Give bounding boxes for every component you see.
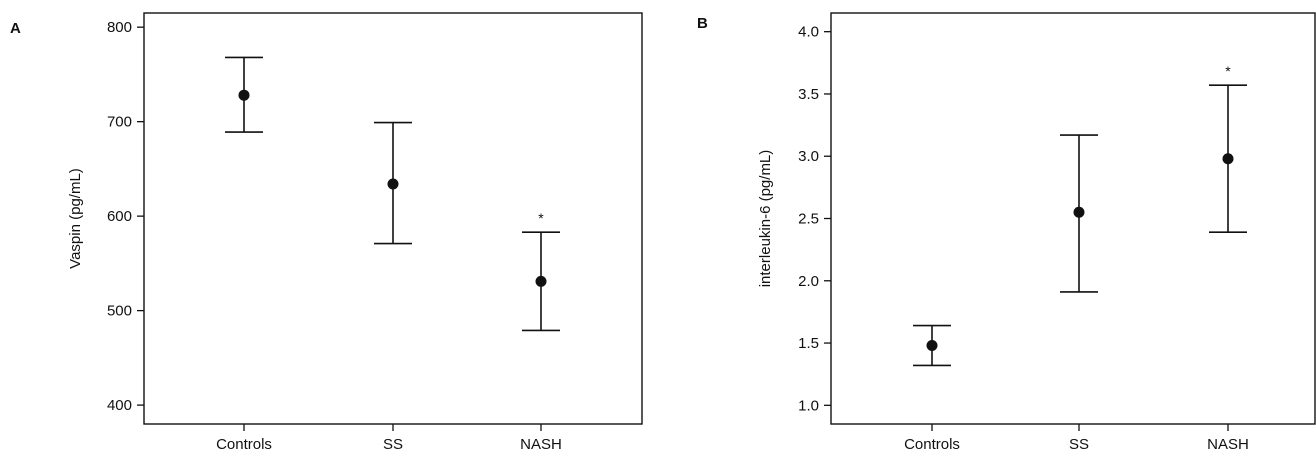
y-tick-label: 2.5	[798, 211, 819, 228]
data-point	[238, 89, 250, 101]
y-tick-label: 1.0	[798, 397, 819, 414]
x-tick-label: Controls	[216, 436, 272, 453]
data-point	[1073, 206, 1085, 218]
data-point	[926, 340, 938, 352]
panel-label: B	[697, 15, 708, 32]
y-tick-label: 400	[107, 397, 132, 414]
significance-marker: *	[1225, 63, 1231, 79]
x-tick-label: SS	[383, 436, 403, 453]
y-tick-label: 800	[107, 19, 132, 36]
significance-marker: *	[538, 210, 544, 226]
x-tick-label: SS	[1069, 436, 1089, 453]
y-tick-label: 4.0	[798, 24, 819, 41]
y-axis-title: interleukin-6 (pg/mL)	[757, 150, 774, 288]
y-tick-label: 1.5	[798, 335, 819, 352]
y-tick-label: 2.0	[798, 273, 819, 290]
x-tick-label: NASH	[520, 436, 562, 453]
y-tick-label: 500	[107, 303, 132, 320]
data-point	[535, 275, 547, 287]
y-tick-label: 3.5	[798, 86, 819, 103]
y-tick-label: 3.0	[798, 148, 819, 165]
panel-label: A	[10, 20, 21, 37]
data-point	[387, 178, 399, 190]
data-point	[1222, 153, 1234, 165]
x-tick-label: Controls	[904, 436, 960, 453]
y-axis-title: Vaspin (pg/mL)	[67, 168, 84, 269]
y-tick-label: 600	[107, 208, 132, 225]
plot-frame-B	[830, 12, 1316, 425]
y-tick-label: 700	[107, 114, 132, 131]
x-tick-label: NASH	[1207, 436, 1249, 453]
